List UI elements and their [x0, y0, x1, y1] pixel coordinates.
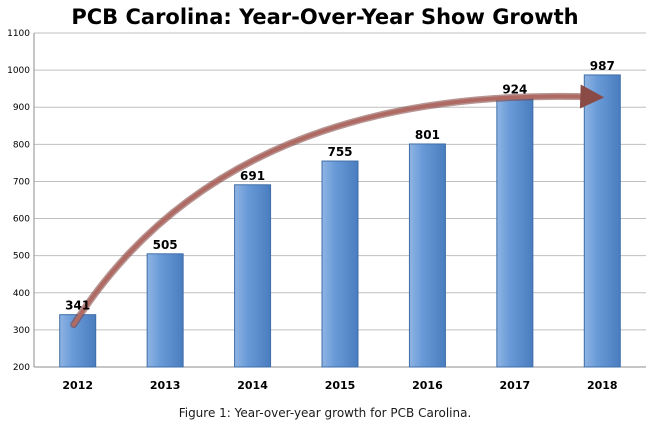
- chart-title: PCB Carolina: Year-Over-Year Show Growth: [71, 5, 578, 29]
- bar-2016: [408, 143, 446, 368]
- y-tick-label: 200: [13, 363, 30, 373]
- chart-frame: PCB Carolina: Year-Over-Year Show Growth…: [7, 5, 646, 392]
- y-tick-label: 500: [13, 252, 30, 262]
- data-label: 341: [65, 299, 90, 313]
- x-tick-label: 2016: [412, 379, 443, 392]
- x-tick-label: 2012: [62, 379, 93, 392]
- data-labels: 341 505 691 755 801 924 987: [65, 59, 615, 313]
- y-tick-label: 900: [13, 103, 30, 113]
- bar-2015: [321, 160, 359, 368]
- y-tick-label: 300: [13, 326, 30, 336]
- data-label: 987: [590, 59, 615, 73]
- x-tick-label: 2018: [587, 379, 618, 392]
- y-tick-label: 700: [13, 177, 30, 187]
- trend-arrow: [70, 84, 605, 329]
- x-tick-label: 2015: [325, 379, 356, 392]
- y-tick-label: 400: [13, 289, 30, 299]
- x-tick-label: 2014: [237, 379, 268, 392]
- data-label: 505: [153, 238, 178, 252]
- axes: 200 300 400 500 600 700 800 900 1000 1100 2012 2013…: [7, 29, 646, 392]
- bars: [59, 74, 621, 368]
- bar-2014: [234, 184, 272, 368]
- y-tick-label: 800: [13, 140, 30, 150]
- data-label: 801: [415, 128, 440, 142]
- bar-2013: [146, 253, 184, 368]
- y-tick-label: 600: [13, 215, 30, 225]
- y-tick-label: 1100: [7, 29, 30, 39]
- figure-caption: Figure 1: Year-over-year growth for PCB …: [178, 406, 472, 420]
- bar-chart: PCB Carolina: Year-Over-Year Show Growth…: [7, 5, 646, 392]
- data-label: 691: [240, 169, 265, 183]
- y-tick-label: 1000: [7, 66, 30, 76]
- x-tick-label: 2013: [150, 379, 181, 392]
- trend-arrow-line: [71, 84, 605, 327]
- data-label: 924: [502, 82, 527, 96]
- data-label: 755: [327, 145, 352, 159]
- bar-2017: [496, 97, 534, 368]
- bar-2018: [583, 74, 621, 368]
- x-tick-label: 2017: [500, 379, 531, 392]
